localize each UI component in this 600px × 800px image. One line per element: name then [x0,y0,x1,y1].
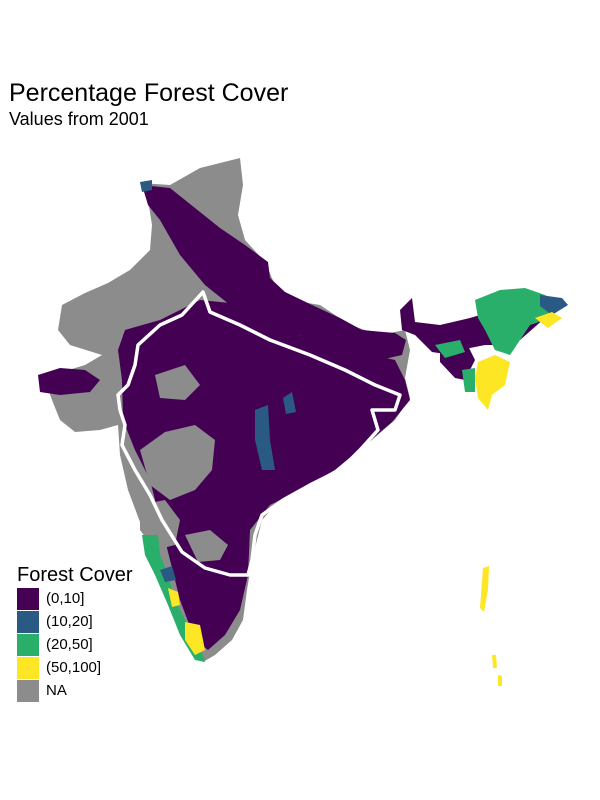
highlight-outline [116,290,402,577]
region-center-na [155,365,200,400]
legend-swatch [17,587,39,610]
legend-title: Forest Cover [17,564,133,586]
legend-label: (50,100] [46,659,102,676]
legend-label: (20,50] [46,636,93,653]
region-northeast-mid-low [540,295,568,315]
region-east-mid-low [283,392,296,414]
region-kerala-high-2 [185,622,205,655]
legend-label: (10,20] [46,613,93,630]
region-deccan-na [185,530,228,562]
region-central-mid-low [255,405,275,470]
region-manipur-high [535,312,562,328]
legend-item: (10,20] [17,610,133,633]
region-mizoram-high [475,355,510,410]
legend-item: (50,100] [17,656,133,679]
map-subtitle: Values from 2001 [9,109,149,129]
region-gujarat-low [38,368,100,395]
region-northeast-mid-high [475,288,560,355]
legend-item: NA [17,679,133,702]
legend-swatch [17,679,39,702]
legend-swatch [17,656,39,679]
region-kerala-high [168,588,180,607]
region-nicobar-high [492,655,502,686]
region-south-mid-low [160,566,176,582]
map-title: Percentage Forest Cover [9,79,289,107]
region-andaman-high [480,566,489,612]
legend-item: (0,10] [17,587,133,610]
region-assam-mid-high [435,340,465,358]
legend-swatch [17,633,39,656]
legend-label: (0,10] [46,590,85,607]
legend-label: NA [46,682,67,699]
legend-swatch [17,610,39,633]
legend: Forest Cover (0,10] (10,20] (20,50] (50,… [17,563,133,702]
region-central-na [140,425,215,500]
legend-item: (20,50] [17,633,133,656]
region-kashmir-mid-low [140,180,152,192]
region-tripura-mid-high [462,368,475,392]
region-north-low [142,185,406,360]
